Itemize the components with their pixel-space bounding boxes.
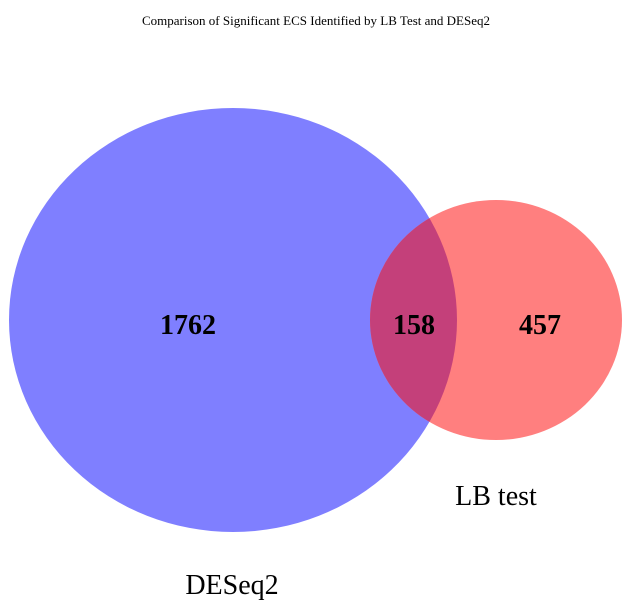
intersection-count: 158 <box>393 310 435 341</box>
lbtest-set-label: LB test <box>455 481 537 512</box>
lbtest-only-count: 457 <box>519 310 561 341</box>
deseq2-set-label: DESeq2 <box>185 570 278 600</box>
deseq2-circle <box>9 108 457 532</box>
diagram-title: Comparison of Significant ECS Identified… <box>142 13 490 28</box>
deseq2-only-count: 1762 <box>160 310 216 341</box>
